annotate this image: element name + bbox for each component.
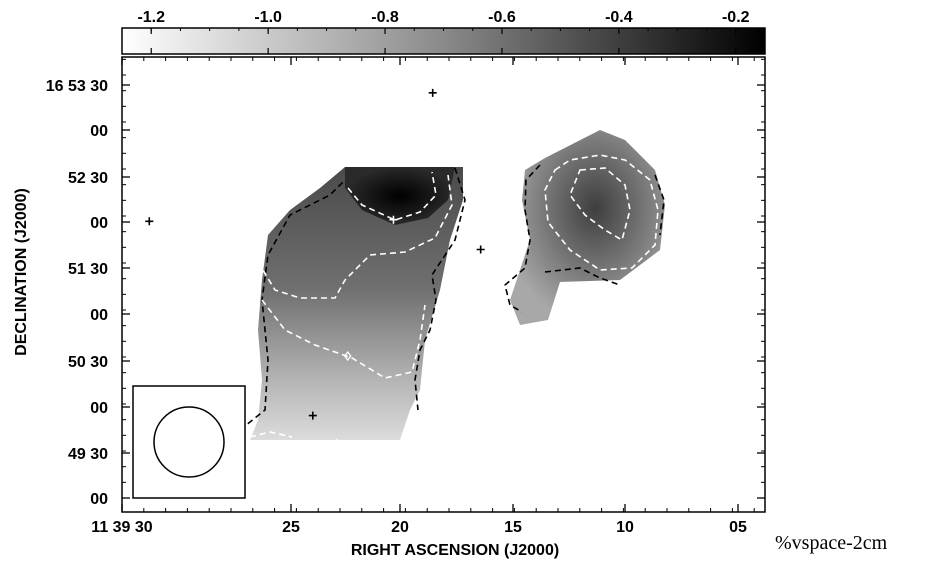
beam-inset <box>132 385 246 499</box>
contour-mid-left <box>257 174 453 299</box>
y-tick-label: 50 30 <box>68 354 108 371</box>
y-tick-label: 00 <box>90 307 108 324</box>
y-tick-label: 52 30 <box>68 170 108 187</box>
colorbar-labels: -1.2 -1.0 -0.8 -0.6 -0.4 -0.2 <box>137 9 749 26</box>
colorbar-tick-label: -1.0 <box>254 9 282 26</box>
x-axis-title: RIGHT ASCENSION (J2000) <box>351 542 559 559</box>
colorbar-tick-label: -1.2 <box>137 9 165 26</box>
point-source-marker <box>428 88 437 97</box>
y-tick-label: 00 <box>90 123 108 140</box>
x-tick-label: 20 <box>391 519 409 536</box>
x-axis-tick-labels: 11 39 30 25 20 15 10 05 <box>91 519 747 536</box>
colorbar-tick-label: -0.4 <box>605 9 633 26</box>
point-source-marker <box>308 411 317 420</box>
colorbar: -1.2 -1.0 -0.8 -0.6 -0.4 -0.2 <box>121 9 766 55</box>
y-tick-label: 49 30 <box>68 446 108 463</box>
colorbar-gradient <box>121 27 766 55</box>
emission-image <box>250 130 665 440</box>
diamond-marker <box>343 350 352 362</box>
contours <box>239 154 665 438</box>
contour-inner-right <box>569 167 631 242</box>
y-tick-label: 16 53 30 <box>46 78 108 95</box>
y-tick-label: 00 <box>90 491 108 508</box>
beam-ellipse <box>153 406 225 478</box>
contour-bottom-left <box>249 431 293 438</box>
contour-outer-left <box>239 167 466 431</box>
diamond-marker <box>332 438 341 449</box>
colorbar-ticks <box>121 28 766 54</box>
colorbar-tick-label: -0.2 <box>722 9 750 26</box>
point-source-marker <box>145 217 154 226</box>
contour-lower-left <box>261 299 426 379</box>
x-axis-ticks <box>121 57 755 512</box>
y-tick-label: 00 <box>90 400 108 417</box>
x-tick-label: 05 <box>729 519 747 536</box>
y-axis-ticks <box>122 58 765 499</box>
annotation-text: %vspace-2cm <box>775 532 888 554</box>
y-axis-title: DECLINATION (J2000) <box>13 188 30 356</box>
point-source-marker <box>476 245 485 254</box>
contour-inner-left <box>347 171 437 221</box>
beam-box <box>132 385 246 499</box>
x-tick-label: 10 <box>616 519 634 536</box>
x-tick-label: 25 <box>282 519 300 536</box>
x-tick-label: 15 <box>504 519 522 536</box>
contour-mid-right <box>544 154 659 271</box>
colorbar-tick-label: -0.8 <box>371 9 399 26</box>
colorbar-tick-label: -0.6 <box>488 9 516 26</box>
y-tick-label: 00 <box>90 215 108 232</box>
right-lobe <box>510 130 665 325</box>
plot-frame <box>121 56 766 513</box>
x-tick-label: 11 39 30 <box>91 519 153 536</box>
y-axis-tick-labels: 16 53 30 00 52 30 00 51 30 00 50 30 00 49 30 00 <box>46 78 108 508</box>
markers <box>145 88 485 449</box>
point-source-marker <box>389 215 398 224</box>
contour-outer-right <box>504 164 665 313</box>
y-tick-label: 51 30 <box>68 261 108 278</box>
